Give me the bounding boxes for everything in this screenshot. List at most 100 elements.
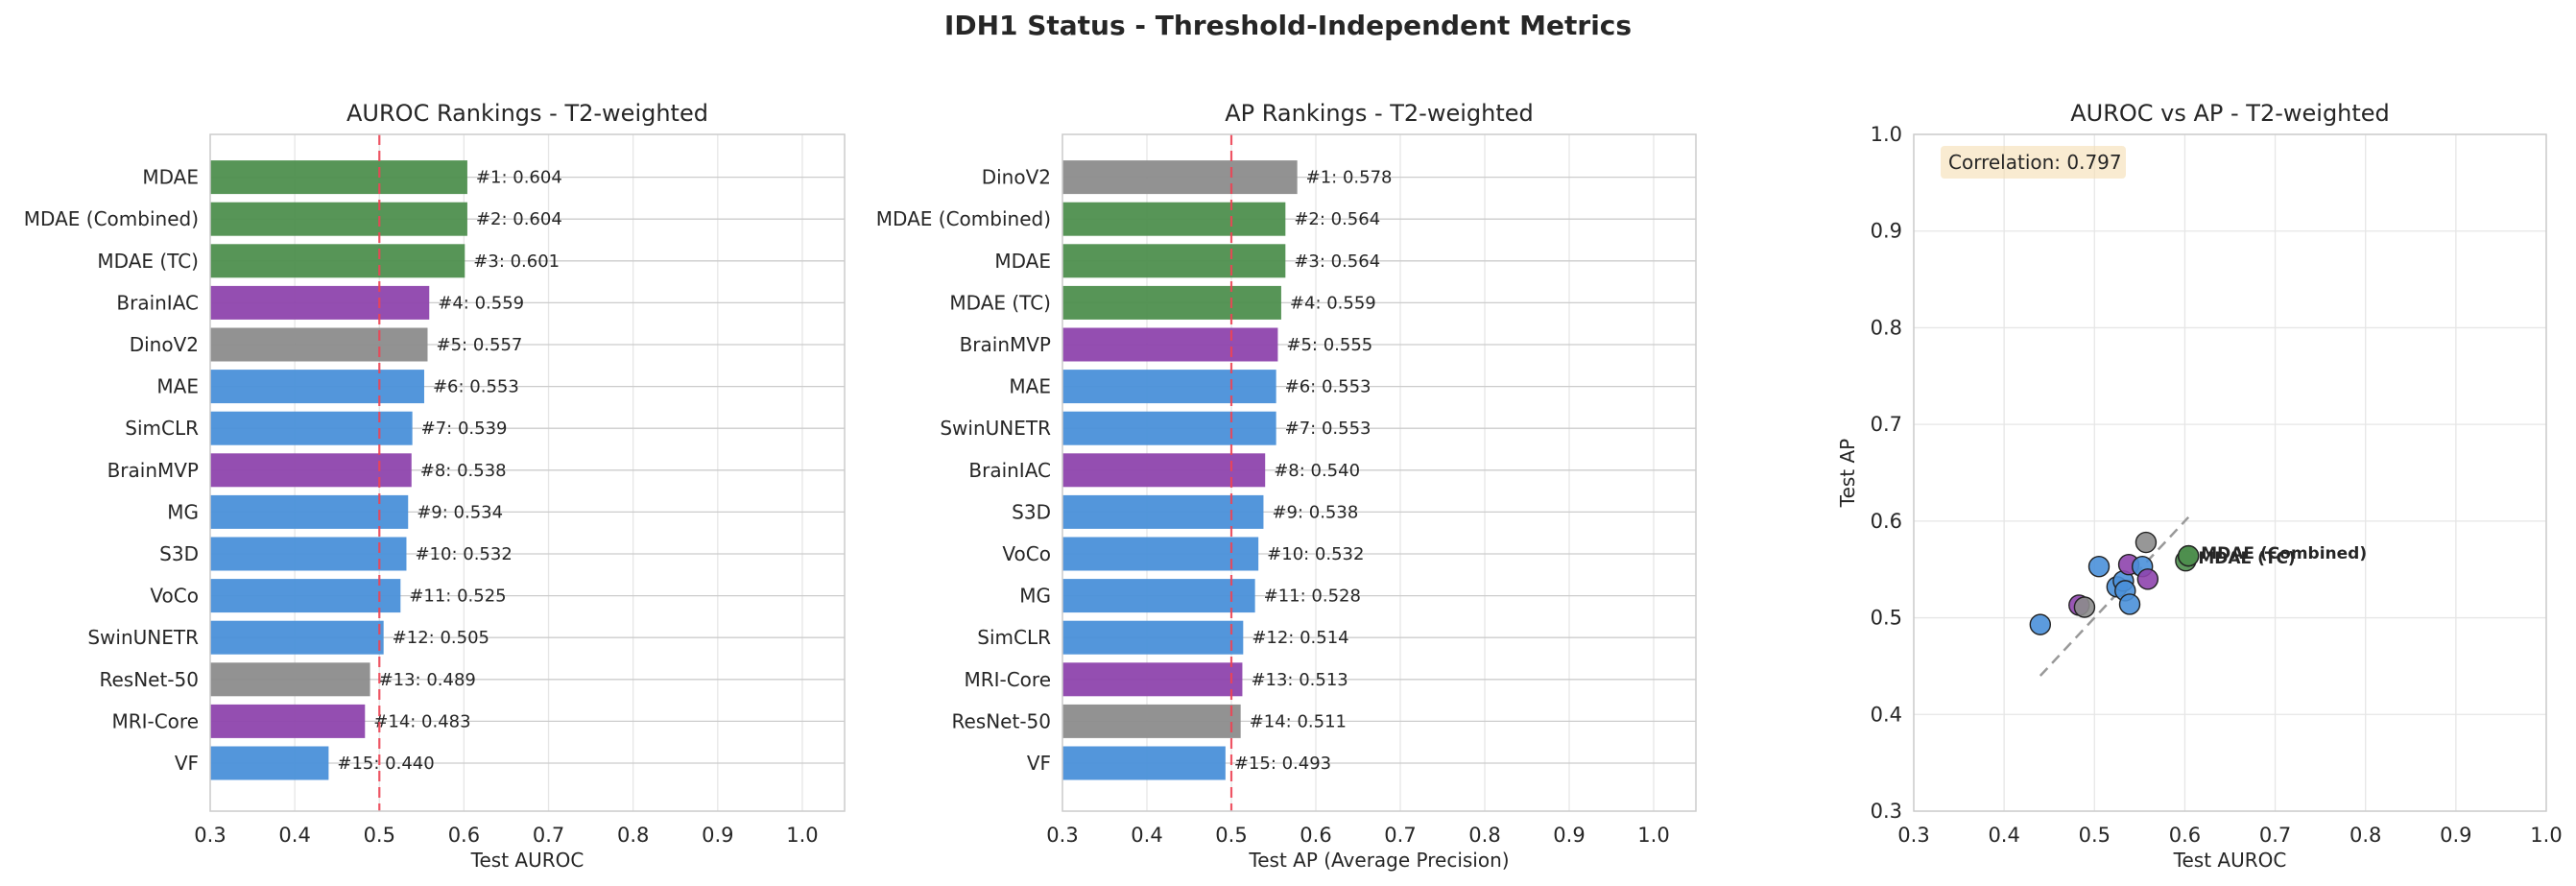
y-tick-label: MAE xyxy=(156,375,199,398)
x-tick-label: 0.5 xyxy=(1215,824,1247,847)
correlation-box xyxy=(1941,146,2126,179)
bar xyxy=(1062,662,1243,697)
bar xyxy=(1062,494,1264,529)
scatter-point xyxy=(2073,596,2096,618)
x-tick-label: 0.3 xyxy=(1897,824,1929,847)
y-tick-label: MDAE xyxy=(994,250,1051,273)
data-label: #4: 0.559 xyxy=(438,293,524,313)
bar xyxy=(1062,202,1286,236)
y-tick-label: VoCo xyxy=(1002,542,1051,565)
x-axis-label: Test AUROC xyxy=(470,849,584,872)
y-tick-label: 0.8 xyxy=(1871,316,1902,339)
x-tick-label: 0.9 xyxy=(1553,824,1585,847)
x-tick-label: 0.3 xyxy=(1046,824,1078,847)
data-label: #13: 0.513 xyxy=(1251,670,1348,690)
bar xyxy=(1062,453,1266,488)
figure-suptitle: IDH1 Status - Threshold-Independent Metr… xyxy=(944,10,1632,41)
data-label: #14: 0.511 xyxy=(1250,711,1347,731)
y-tick-label: MAE xyxy=(1009,375,1051,398)
y-tick-label: SimCLR xyxy=(125,417,199,440)
data-label: #8: 0.538 xyxy=(420,461,507,481)
axes-frame xyxy=(1061,133,1697,812)
chart-title: AUROC Rankings - T2-weighted xyxy=(346,100,708,127)
x-tick-label: 0.6 xyxy=(1300,824,1331,847)
y-tick-label: MDAE xyxy=(142,166,199,189)
y-tick-label: VF xyxy=(175,752,199,775)
data-label: #3: 0.564 xyxy=(1294,251,1380,272)
data-label: #12: 0.505 xyxy=(393,628,489,648)
x-tick-label: 0.7 xyxy=(1384,824,1416,847)
y-tick-label: 1.0 xyxy=(1871,123,1902,146)
bar xyxy=(210,411,413,445)
y-tick-label: MDAE (Combined) xyxy=(876,207,1051,230)
bar xyxy=(210,327,428,362)
y-tick-label: SimCLR xyxy=(977,626,1051,649)
auroc-vs-ap-scatter: MDAE (TC)MDAE (Combined) Correlation: 0.7… xyxy=(1836,100,2563,872)
data-label: #9: 0.534 xyxy=(417,502,503,522)
y-tick-label: MDAE (TC) xyxy=(97,250,199,273)
axes-frame xyxy=(1913,133,2547,812)
y-tick-label: ResNet-50 xyxy=(100,668,200,691)
x-tick-label: 0.5 xyxy=(2079,824,2111,847)
y-tick-label: MDAE (TC) xyxy=(949,291,1051,314)
y-tick-label: MRI-Core xyxy=(964,668,1051,691)
data-label: #7: 0.539 xyxy=(421,419,508,439)
y-tick-label: VF xyxy=(1027,752,1051,775)
scatter-point xyxy=(2135,531,2158,554)
data-label: #5: 0.557 xyxy=(437,335,523,355)
bar xyxy=(1062,411,1276,445)
y-tick-label: BrainIAC xyxy=(968,459,1051,482)
y-tick-label: BrainMVP xyxy=(107,459,199,482)
x-tick-label: 0.6 xyxy=(2169,824,2201,847)
bar xyxy=(1062,537,1259,571)
data-label: #8: 0.540 xyxy=(1274,461,1360,481)
bar xyxy=(210,579,401,613)
y-tick-label: MG xyxy=(167,500,199,523)
y-tick-label: 0.9 xyxy=(1871,220,1902,243)
scatter-point xyxy=(2177,544,2200,567)
x-tick-label: 1.0 xyxy=(786,824,818,847)
y-tick-label: MDAE (Combined) xyxy=(24,207,199,230)
bar xyxy=(210,494,409,529)
y-tick-label: SwinUNETR xyxy=(87,626,199,649)
data-label: #1: 0.578 xyxy=(1306,168,1393,188)
data-label: #15: 0.440 xyxy=(337,754,434,774)
y-tick-label: 0.3 xyxy=(1871,800,1902,823)
auroc-rankings-chart: VF #15: 0.440 MRI-Core #14: 0.483 ResNet-50 #… xyxy=(24,100,846,872)
bar xyxy=(1062,327,1278,362)
y-tick-label: SwinUNETR xyxy=(940,417,1051,440)
scatter-point xyxy=(2136,568,2159,590)
chart-title: AUROC vs AP - T2-weighted xyxy=(2070,100,2390,127)
scatter-point xyxy=(2118,593,2141,615)
y-tick-label: MRI-Core xyxy=(111,709,199,732)
data-label: #13: 0.489 xyxy=(379,670,476,690)
bar xyxy=(210,453,412,488)
data-label: #11: 0.528 xyxy=(1264,587,1361,607)
y-tick-label: 0.7 xyxy=(1871,413,1902,436)
x-tick-label: 0.5 xyxy=(364,824,395,847)
bar xyxy=(210,370,424,404)
data-label: #10: 0.532 xyxy=(1267,544,1364,564)
bar xyxy=(210,662,370,697)
x-tick-label: 0.9 xyxy=(702,824,733,847)
x-axis-label: Test AUROC xyxy=(2173,849,2287,872)
bar xyxy=(1062,285,1281,320)
point-label: MDAE (Combined) xyxy=(2201,544,2367,563)
x-tick-label: 0.8 xyxy=(1468,824,1500,847)
x-tick-label: 0.4 xyxy=(1988,824,2019,847)
y-tick-label: BrainIAC xyxy=(116,291,199,314)
data-label: #11: 0.525 xyxy=(409,587,506,607)
data-label: #12: 0.514 xyxy=(1252,628,1348,648)
y-tick-label: BrainMVP xyxy=(960,333,1051,356)
bar xyxy=(210,537,407,571)
y-tick-label: 0.5 xyxy=(1871,607,1902,630)
x-tick-label: 0.3 xyxy=(194,824,226,847)
data-label: #1: 0.604 xyxy=(476,168,562,188)
ap-rankings-chart: VF #15: 0.493 ResNet-50 #14: 0.511 MRI-Core #… xyxy=(876,100,1697,872)
bar xyxy=(210,704,366,738)
bar xyxy=(1062,160,1298,195)
x-tick-label: 1.0 xyxy=(2530,824,2562,847)
bar xyxy=(210,160,467,195)
y-axis-label: Test AP xyxy=(1836,439,1859,508)
